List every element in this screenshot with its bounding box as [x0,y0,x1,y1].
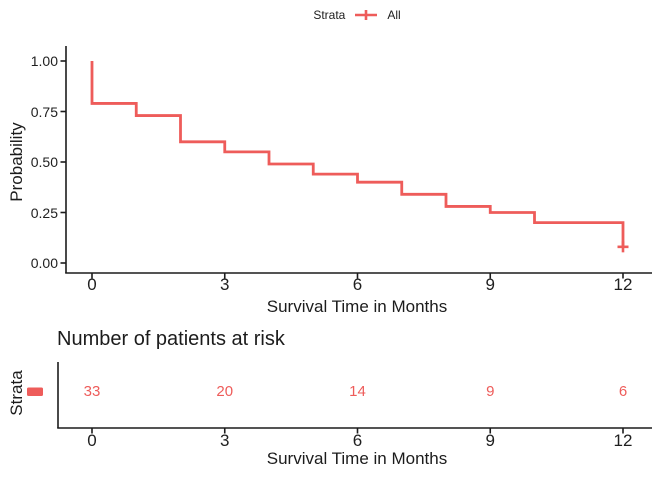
risk-count-value: 14 [349,383,366,400]
x-tick-label: 0 [87,275,97,294]
risk-count-value: 20 [216,383,234,400]
x-tick-label: 12 [613,275,633,294]
risk-count-value: 9 [486,383,495,400]
x-tick-label: 6 [352,275,363,294]
km-step-curve [90,61,625,247]
y-tick-label: 1.00 [30,53,58,69]
risk-x-tick-label: 3 [220,431,230,450]
y-tick-label: 0.00 [30,255,58,271]
x-tick-label: 9 [485,275,495,294]
legend-title: Strata [313,8,346,22]
y-tick-label: 0.50 [30,154,58,170]
y-tick-label: 0.75 [30,103,58,120]
risk-count-value: 6 [618,383,628,400]
legend-entry-label: All [387,8,401,22]
risk-x-tick-label: 12 [613,431,633,450]
risk-x-tick-label: 9 [485,431,495,450]
x-axis-title-risk: Survival Time in Months [266,449,448,468]
risk-table-strata-axis-label: Strata [7,370,26,416]
risk-x-tick-label: 6 [352,431,363,450]
y-tick-label: 0.25 [30,204,58,221]
legend: Strata All [57,5,657,25]
risk-table-title: Number of patients at risk [57,328,285,350]
x-tick-label: 3 [220,275,230,294]
x-axis-title-main: Survival Time in Months [266,297,448,316]
risk-count-value: 33 [83,383,101,400]
risk-x-tick-label: 0 [87,431,97,450]
risk-row-key-dash-icon [27,387,43,396]
legend-key-plus-line-icon [354,8,378,22]
